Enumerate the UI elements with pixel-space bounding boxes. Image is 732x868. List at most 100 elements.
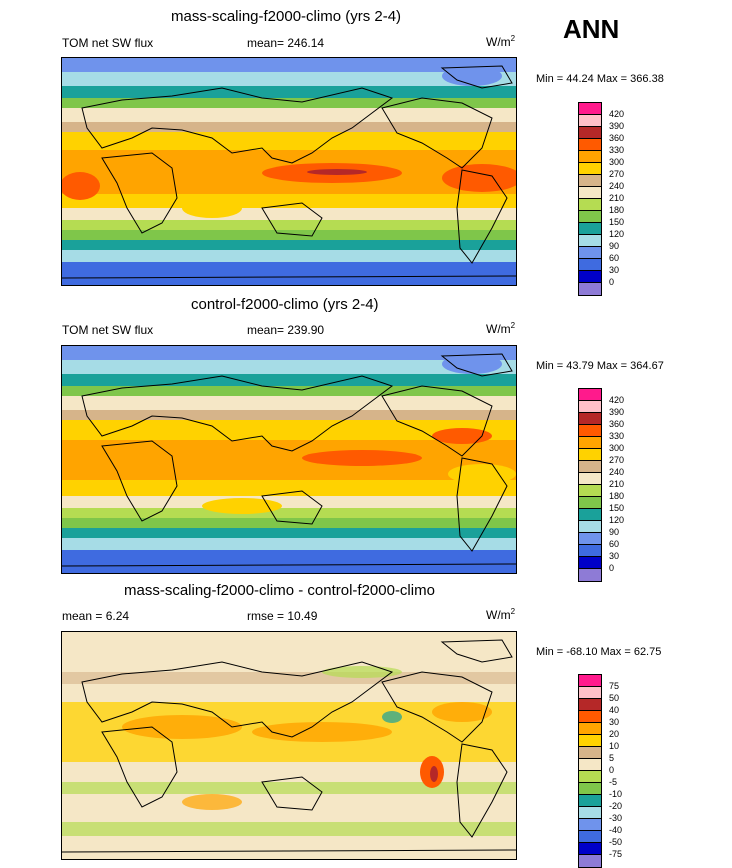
- panel3-tick: 40: [609, 705, 620, 715]
- panel2-colorbar-swatch: [579, 533, 601, 545]
- panel2-tick: 150: [609, 503, 625, 513]
- panel2-map-plot: [62, 346, 516, 573]
- panel3-tick: -50: [609, 837, 623, 847]
- panel2-colorbar-swatch: [579, 425, 601, 437]
- panel2-tick: 330: [609, 431, 625, 441]
- panel1-colorbar-swatch: [579, 151, 601, 163]
- panel2-colorbar-swatch: [579, 521, 601, 533]
- panel1-tick: 120: [609, 229, 625, 239]
- panel3-map-plot: [62, 632, 516, 859]
- panel2-tick: 30: [609, 551, 620, 561]
- panel3-rmse-label: rmse = 10.49: [247, 609, 318, 623]
- panel1-colorbar-swatch: [579, 259, 601, 271]
- panel2-tick: 120: [609, 515, 625, 525]
- panel1-tick: 240: [609, 181, 625, 191]
- panel2-title: control-f2000-climo (yrs 2-4): [191, 296, 379, 313]
- panel3-colorbar-swatch: [579, 699, 601, 711]
- panel3-colorbar-swatch: [579, 819, 601, 831]
- panel2-tick: 390: [609, 407, 625, 417]
- panel2-colorbar-swatch: [579, 413, 601, 425]
- panel3-tick: -5: [609, 777, 618, 787]
- panel2-tick: 0: [609, 563, 615, 573]
- panel3-map: [61, 631, 517, 860]
- panel2-colorbar-swatch: [579, 509, 601, 521]
- panel3-colorbar-swatch: [579, 675, 601, 687]
- panel3-tick: 50: [609, 693, 620, 703]
- panel2-tick: 240: [609, 467, 625, 477]
- panel2-colorbar: [578, 388, 602, 582]
- panel3-tick: 5: [609, 753, 615, 763]
- panel1-tick: 60: [609, 253, 620, 263]
- panel3-title: mass-scaling-f2000-climo - control-f2000…: [124, 582, 435, 599]
- panel3-tick: 75: [609, 681, 620, 691]
- panel1-colorbar: [578, 102, 602, 296]
- panel3-colorbar-swatch: [579, 783, 601, 795]
- panel1-tick: 90: [609, 241, 620, 251]
- panel2-tick: 360: [609, 419, 625, 429]
- panel1-colorbar-swatch: [579, 283, 601, 295]
- panel1-map-plot: [62, 58, 516, 285]
- panel2-colorbar-swatch: [579, 389, 601, 401]
- panel1-units-label: W/m2: [486, 34, 516, 49]
- panel1-colorbar-swatch: [579, 223, 601, 235]
- panel2-variable-label: TOM net SW flux: [62, 323, 154, 337]
- panel1-tick: 210: [609, 193, 625, 203]
- panel1-tick: 180: [609, 205, 625, 215]
- panel2-tick: 60: [609, 539, 620, 549]
- panel2-units-label: W/m2: [486, 321, 516, 336]
- panel2-colorbar-swatch: [579, 497, 601, 509]
- panel2-tick: 300: [609, 443, 625, 453]
- panel1-mean-label: mean= 246.14: [247, 36, 325, 50]
- panel1-minmax: Min = 44.24 Max = 366.38: [536, 73, 664, 85]
- panel2-colorbar-swatch: [579, 545, 601, 557]
- panel2-colorbar-swatch: [579, 473, 601, 485]
- panel3-colorbar-swatch: [579, 759, 601, 771]
- panel2-tick: 210: [609, 479, 625, 489]
- panel1-colorbar-swatch: [579, 103, 601, 115]
- panel2-colorbar-swatch: [579, 485, 601, 497]
- panel3-tick: -30: [609, 813, 623, 823]
- panel3-colorbar-swatch: [579, 687, 601, 699]
- panel2-colorbar-swatch: [579, 437, 601, 449]
- panel2-minmax: Min = 43.79 Max = 364.67: [536, 360, 664, 372]
- panel3-tick: -10: [609, 789, 623, 799]
- panel3-colorbar-swatch: [579, 735, 601, 747]
- panel1-tick: 390: [609, 121, 625, 131]
- panel1-tick: 420: [609, 109, 625, 119]
- panel3-colorbar: [578, 674, 602, 868]
- panel3-minmax: Min = -68.10 Max = 62.75: [536, 646, 662, 658]
- panel2-colorbar-swatch: [579, 401, 601, 413]
- panel2-mean-label: mean= 239.90: [247, 323, 325, 337]
- panel2-tick: 420: [609, 395, 625, 405]
- panel3-colorbar-swatch: [579, 843, 601, 855]
- panel3-tick: -75: [609, 849, 623, 859]
- panel1-colorbar-swatch: [579, 127, 601, 139]
- panel3-tick: 20: [609, 729, 620, 739]
- panel1-tick: 300: [609, 157, 625, 167]
- panel1-tick: 360: [609, 133, 625, 143]
- panel1-colorbar-swatch: [579, 211, 601, 223]
- season-label: ANN: [563, 14, 620, 44]
- panel2-tick: 180: [609, 491, 625, 501]
- panel3-tick: 0: [609, 765, 615, 775]
- panel1-colorbar-swatch: [579, 199, 601, 211]
- panel3-tick: -20: [609, 801, 623, 811]
- panel2-colorbar-swatch: [579, 569, 601, 581]
- panel2-colorbar-swatch: [579, 449, 601, 461]
- panel1-map: [61, 57, 517, 286]
- panel1-tick: 150: [609, 217, 625, 227]
- panel1-tick: 30: [609, 265, 620, 275]
- panel1-colorbar-swatch: [579, 235, 601, 247]
- panel3-colorbar-swatch: [579, 855, 601, 867]
- panel1-colorbar-swatch: [579, 139, 601, 151]
- panel1-colorbar-swatch: [579, 163, 601, 175]
- panel2-colorbar-swatch: [579, 557, 601, 569]
- panel3-colorbar-swatch: [579, 795, 601, 807]
- panel2-tick: 90: [609, 527, 620, 537]
- panel1-variable-label: TOM net SW flux: [62, 36, 154, 50]
- panel1-colorbar-swatch: [579, 271, 601, 283]
- panel2-tick: 270: [609, 455, 625, 465]
- panel3-colorbar-swatch: [579, 711, 601, 723]
- panel1-tick: 330: [609, 145, 625, 155]
- panel1-colorbar-swatch: [579, 175, 601, 187]
